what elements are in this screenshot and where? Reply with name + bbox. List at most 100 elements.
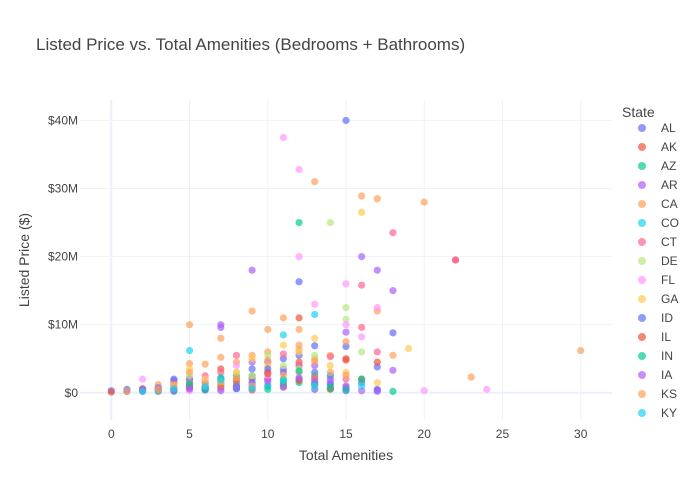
x-tick-label: 0 [108,427,115,441]
legend-item-id[interactable]: ID [638,311,673,325]
data-point [311,382,319,390]
legend-label: AZ [661,159,676,173]
data-point [342,356,350,364]
legend-item-il[interactable]: IL [638,330,671,344]
data-point [326,361,334,370]
data-point [295,165,303,174]
legend-marker [638,390,646,398]
data-point [389,229,397,237]
data-point [295,374,303,382]
legend-item-ct[interactable]: CT [638,235,678,249]
data-point [217,387,225,395]
data-point [295,218,303,227]
data-point [248,372,256,380]
data-point [577,346,585,355]
legend-item-ks[interactable]: KS [638,387,677,401]
data-point [389,366,397,374]
legend-marker [638,333,646,341]
data-point [420,387,428,395]
legend-item-ar[interactable]: AR [638,178,678,192]
legend-item-al[interactable]: AL [638,121,676,135]
data-point [248,266,256,274]
legend-marker [638,181,646,189]
data-point [217,368,225,376]
data-point [373,348,381,356]
data-point [311,351,319,359]
data-point [311,310,319,319]
data-point [154,386,162,394]
data-point [264,356,272,364]
data-point [358,323,366,332]
legend-marker [638,124,646,132]
data-point [232,368,241,376]
y-tick-label: $10M [48,318,78,332]
data-point [279,133,288,142]
data-point [123,387,131,396]
data-point [373,358,381,366]
data-point [248,307,256,315]
data-point [279,350,288,358]
data-point [279,341,288,349]
data-point [358,192,366,200]
data-point [389,329,397,337]
legend-item-ga[interactable]: GA [638,292,678,306]
data-point [264,385,272,393]
legend: State AL AK AZ AR CA CO CT DE FL GA ID IL IN IA KS KY [622,104,679,420]
data-point [358,382,366,390]
legend-item-ia[interactable]: IA [638,368,672,382]
legend-marker [638,238,646,246]
data-point [279,376,288,385]
legend-label: FL [661,273,675,287]
data-point [358,333,366,341]
data-point [311,342,319,350]
legend-item-fl[interactable]: FL [638,273,675,287]
legend-item-ky[interactable]: KY [638,406,677,420]
legend-marker [638,371,646,379]
data-point [358,348,366,356]
x-tick-label: 30 [574,427,588,441]
data-point [217,334,225,342]
data-point [232,374,241,382]
data-point [358,208,366,216]
series-ky [138,376,319,396]
data-point [232,383,241,391]
data-point [389,387,397,396]
x-axis-label: Total Amenities [299,447,393,463]
data-point [389,287,397,295]
data-point [295,367,303,375]
x-tick-label: 5 [186,427,193,441]
data-point [295,341,303,349]
legend-item-ca[interactable]: CA [638,197,678,211]
data-point [342,371,350,379]
legend-item-in[interactable]: IN [638,349,673,363]
legend-label: CA [661,197,678,211]
data-point [342,315,350,323]
data-point [248,355,256,363]
data-point [232,351,241,359]
data-point [201,383,209,391]
legend-item-ak[interactable]: AK [638,140,677,154]
data-point [295,348,303,356]
data-point [451,256,460,264]
legend-label: AL [661,121,676,135]
legend-item-co[interactable]: CO [638,216,679,230]
legend-marker [638,200,646,208]
legend-marker [638,257,646,265]
data-point [295,325,303,334]
data-point [326,368,334,376]
legend-label: IA [661,368,672,382]
legend-marker [638,162,646,170]
legend-label: CO [661,216,679,230]
legend-label: KS [661,387,677,401]
legend-label: ID [661,311,673,325]
data-point [279,361,288,370]
legend-label: IL [661,330,671,344]
legend-marker [638,219,646,227]
data-point [217,376,225,384]
legend-item-de[interactable]: DE [638,254,678,268]
x-tick-label: 15 [339,427,353,441]
data-point [373,378,381,387]
data-point [264,370,272,378]
legend-item-az[interactable]: AZ [638,159,676,173]
